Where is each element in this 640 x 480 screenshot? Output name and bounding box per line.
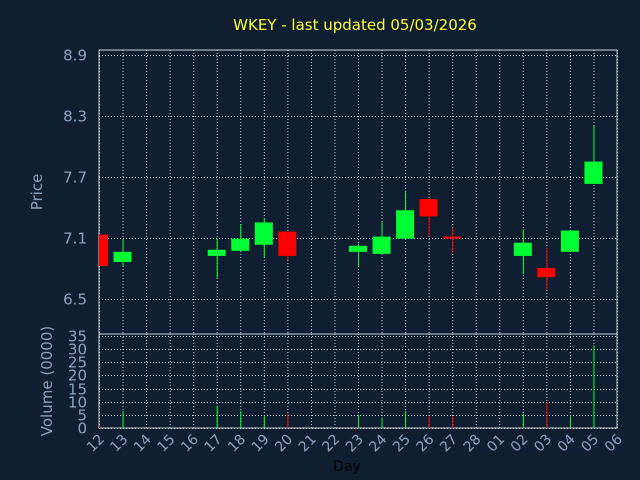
- day-tick-label: 22: [319, 432, 343, 456]
- day-tick-label: 02: [508, 432, 532, 456]
- price-panel: 8.9 8.3 7.7 7.1 6.5: [63, 47, 618, 335]
- candle: [584, 126, 603, 184]
- day-tick-label: 13: [107, 432, 131, 456]
- price-tick-label: 8.9: [63, 47, 87, 65]
- candle: [443, 227, 462, 253]
- candle-body: [278, 231, 297, 256]
- day-tick-label: 14: [131, 431, 155, 455]
- day-tick-label: 01: [484, 432, 508, 456]
- candle-body: [349, 245, 367, 252]
- price-tick-label: 8.3: [63, 108, 87, 126]
- price-axis-label: Price: [28, 174, 46, 211]
- volume-axis-label: Volume (0000): [38, 326, 56, 436]
- day-tick-label: 17: [202, 432, 226, 456]
- volume-plot-frame: [98, 333, 618, 429]
- day-axis-label: Day: [333, 459, 361, 475]
- day-tick-label: 27: [437, 432, 461, 456]
- candle-body: [537, 268, 556, 278]
- candle-body: [99, 234, 108, 267]
- candle: [372, 222, 391, 254]
- price-tick-label: 7.1: [63, 230, 87, 248]
- candle-body: [396, 210, 415, 239]
- candle-body: [254, 222, 273, 245]
- day-tick-label: 03: [531, 432, 555, 456]
- candle: [419, 199, 438, 236]
- day-tick-label: 28: [461, 432, 485, 456]
- candle: [537, 247, 556, 290]
- day-tick-label: 18: [225, 432, 249, 456]
- candle: [396, 190, 415, 239]
- day-tick-label: 04: [555, 431, 579, 455]
- volume-tick-label: 20: [68, 367, 87, 385]
- day-tick-label: 15: [155, 432, 179, 456]
- day-tick-label: 12: [84, 432, 108, 456]
- candle-body: [113, 251, 132, 262]
- candle-body: [231, 238, 250, 251]
- day-tick-label: 21: [296, 432, 320, 456]
- price-tick-label: 6.5: [63, 291, 87, 309]
- volume-tick-label: 10: [68, 394, 87, 412]
- candle: [513, 229, 532, 275]
- candle-body: [560, 230, 579, 252]
- candle: [207, 238, 226, 279]
- day-tick-label: 16: [178, 431, 202, 455]
- volume-tick-label: 30: [68, 341, 87, 359]
- volume-tick-label: 25: [68, 354, 87, 372]
- volume-tick-label: 15: [68, 381, 87, 399]
- volume-tick-label: 5: [77, 407, 87, 425]
- candle-body: [372, 236, 391, 254]
- day-tick-label: 24: [366, 431, 390, 455]
- candle: [231, 224, 250, 251]
- candle-body: [584, 161, 603, 184]
- day-tick-label: 05: [578, 432, 602, 456]
- day-tick-label: 06: [602, 431, 626, 455]
- price-tick-label: 7.7: [63, 169, 87, 187]
- candle-body: [443, 236, 462, 239]
- day-tick-label: 26: [414, 431, 438, 455]
- chart-title: WKEY - last updated 05/03/2026: [233, 16, 477, 34]
- candle: [113, 238, 132, 267]
- volume-tick-label: 35: [68, 328, 87, 346]
- candle: [254, 218, 273, 257]
- candle-body: [513, 242, 532, 256]
- x-axis: 12 13 14 15 16 17 18 19 20 21 22 23 24 25 26 27 28 01 02 03…: [84, 431, 626, 455]
- day-tick-label: 20: [272, 432, 296, 456]
- day-tick-label: 25: [390, 432, 414, 456]
- candle: [278, 231, 297, 260]
- candle: [349, 243, 367, 268]
- candle: [560, 230, 579, 252]
- day-tick-label: 19: [249, 432, 273, 456]
- candle: [99, 234, 108, 267]
- day-tick-label: 23: [343, 432, 367, 456]
- candle-body: [207, 249, 226, 256]
- candle-body: [419, 199, 438, 217]
- volume-tick-label: 0: [77, 420, 87, 438]
